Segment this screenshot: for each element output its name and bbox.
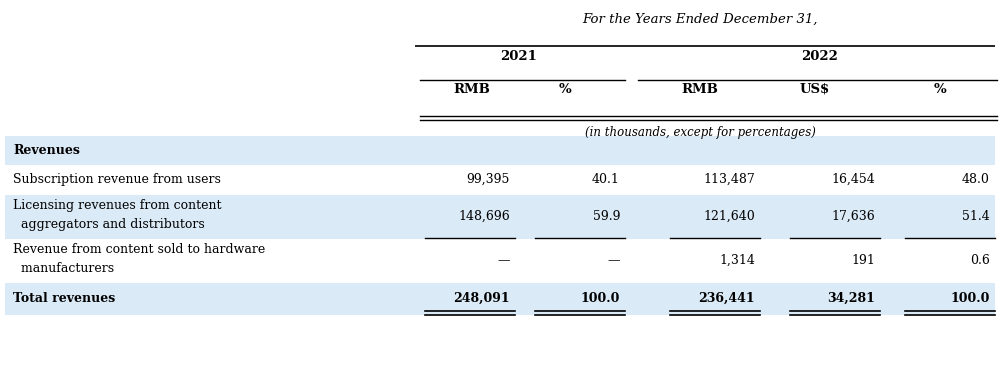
Text: 0.6: 0.6 (970, 254, 990, 267)
Text: 113,487: 113,487 (703, 173, 755, 186)
Text: 236,441: 236,441 (698, 292, 755, 305)
Text: 51.4: 51.4 (962, 210, 990, 223)
Text: Revenues: Revenues (13, 144, 80, 157)
Text: For the Years Ended December 31,: For the Years Ended December 31, (582, 13, 818, 26)
Text: aggregators and distributors: aggregators and distributors (13, 217, 205, 230)
Text: 121,640: 121,640 (703, 210, 755, 223)
Text: 100.0: 100.0 (951, 292, 990, 305)
Text: Revenue from content sold to hardware: Revenue from content sold to hardware (13, 243, 265, 255)
FancyBboxPatch shape (5, 164, 995, 195)
Text: Subscription revenue from users: Subscription revenue from users (13, 173, 221, 186)
Text: %: % (559, 83, 571, 96)
Text: US$: US$ (800, 83, 830, 96)
Text: 17,636: 17,636 (831, 210, 875, 223)
Text: %: % (934, 83, 946, 96)
Text: manufacturers: manufacturers (13, 262, 114, 275)
FancyBboxPatch shape (5, 195, 995, 238)
Text: Licensing revenues from content: Licensing revenues from content (13, 198, 222, 212)
FancyBboxPatch shape (5, 283, 995, 315)
Text: —: — (608, 254, 620, 267)
Text: 2021: 2021 (500, 50, 537, 63)
Text: 100.0: 100.0 (581, 292, 620, 305)
Text: (in thousands, except for percentages): (in thousands, except for percentages) (585, 126, 815, 139)
Text: RMB: RMB (454, 83, 490, 96)
Text: Total revenues: Total revenues (13, 292, 115, 305)
Text: RMB: RMB (682, 83, 718, 96)
Text: 48.0: 48.0 (962, 173, 990, 186)
Text: 40.1: 40.1 (592, 173, 620, 186)
Text: 148,696: 148,696 (458, 210, 510, 223)
Text: 16,454: 16,454 (831, 173, 875, 186)
FancyBboxPatch shape (5, 136, 995, 164)
Text: 2022: 2022 (802, 50, 838, 63)
Text: 191: 191 (851, 254, 875, 267)
FancyBboxPatch shape (5, 238, 995, 283)
Text: —: — (497, 254, 510, 267)
Text: 34,281: 34,281 (827, 292, 875, 305)
Text: 248,091: 248,091 (453, 292, 510, 305)
Text: 1,314: 1,314 (719, 254, 755, 267)
Text: 59.9: 59.9 (592, 210, 620, 223)
Text: 99,395: 99,395 (467, 173, 510, 186)
